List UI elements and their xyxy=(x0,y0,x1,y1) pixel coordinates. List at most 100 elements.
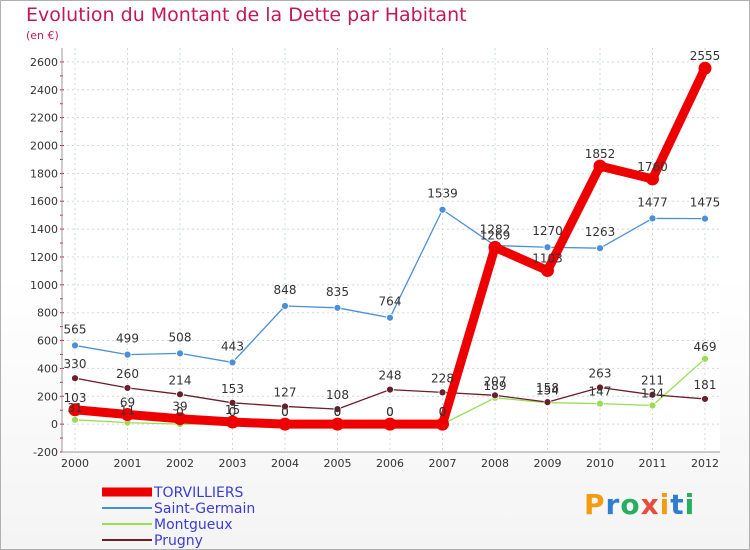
plot-area xyxy=(62,48,720,452)
y-tick-label: 2200 xyxy=(30,112,58,125)
data-label-prugny: 260 xyxy=(116,367,139,381)
data-label-saint-germain: 1270 xyxy=(532,224,563,238)
data-label-torvilliers: 1269 xyxy=(480,228,511,242)
data-point-torvilliers xyxy=(593,159,607,173)
legend-label: Saint-Germain xyxy=(154,501,255,517)
data-label-montgueux: 31 xyxy=(67,401,82,415)
data-label-prugny: 108 xyxy=(326,388,349,402)
axis-layer: -200020040060080010001200140016001800200… xyxy=(30,48,720,470)
data-point-torvilliers xyxy=(698,61,712,75)
data-point-prugny xyxy=(491,391,499,400)
data-label-prugny: 207 xyxy=(484,374,507,388)
data-label-saint-germain: 848 xyxy=(274,283,297,297)
data-point-prugny xyxy=(228,398,237,407)
data-label-prugny: 127 xyxy=(274,385,297,399)
data-label-prugny: 214 xyxy=(169,373,192,387)
data-point-saint-germain xyxy=(176,349,184,358)
x-tick-label: 2005 xyxy=(324,457,352,470)
chart-subtitle: (en €) xyxy=(26,29,59,42)
data-point-torvilliers xyxy=(173,412,187,426)
y-tick-label: 400 xyxy=(37,362,58,375)
data-point-prugny xyxy=(596,383,604,392)
data-label-torvilliers: 0 xyxy=(334,405,342,419)
data-point-prugny xyxy=(386,385,394,394)
y-tick-label: 800 xyxy=(37,307,58,320)
data-label-montgueux: 147 xyxy=(589,385,612,399)
data-point-torvilliers xyxy=(646,172,659,186)
x-tick-label: 2009 xyxy=(534,457,562,470)
data-point-prugny xyxy=(71,374,79,383)
data-point-saint-germain xyxy=(438,205,447,214)
data-point-torvilliers xyxy=(121,408,134,422)
data-label-torvilliers: 0 xyxy=(439,405,447,419)
data-label-torvilliers: 0 xyxy=(281,405,289,419)
data-label-torvilliers: 1760 xyxy=(637,160,668,174)
data-label-montgueux: 134 xyxy=(641,386,664,400)
y-tick-label: 600 xyxy=(37,335,58,348)
data-label-prugny: 158 xyxy=(536,381,559,395)
data-label-saint-germain: 499 xyxy=(116,332,139,346)
data-point-montgueux xyxy=(648,401,657,410)
logo-letter: x xyxy=(640,488,660,521)
data-label-prugny: 211 xyxy=(641,374,664,388)
data-point-montgueux xyxy=(71,415,79,424)
data-label-prugny: 330 xyxy=(64,357,87,371)
data-label-saint-germain: 565 xyxy=(64,322,87,336)
chart-title: Evolution du Montant de la Dette par Hab… xyxy=(26,4,467,26)
data-label-saint-germain: 443 xyxy=(221,339,244,353)
data-label-torvilliers: 1103 xyxy=(532,251,563,265)
data-label-torvilliers: 15 xyxy=(225,403,240,417)
data-label-saint-germain: 1475 xyxy=(690,196,721,210)
y-tick-label: 2400 xyxy=(30,84,58,97)
series-layer xyxy=(68,61,712,431)
data-point-torvilliers xyxy=(68,403,82,417)
data-point-saint-germain xyxy=(648,214,657,223)
data-label-prugny: 248 xyxy=(379,369,402,383)
y-tick-label: 1800 xyxy=(30,167,58,180)
data-point-saint-germain xyxy=(596,244,604,253)
data-point-saint-germain xyxy=(123,350,132,359)
data-label-prugny: 181 xyxy=(694,378,717,392)
x-tick-label: 2011 xyxy=(639,457,667,470)
data-label-torvilliers: 0 xyxy=(386,405,394,419)
data-label-saint-germain: 1477 xyxy=(637,195,668,209)
data-label-montgueux: 0 xyxy=(176,405,184,419)
y-tick-label: 1000 xyxy=(30,279,58,292)
data-point-prugny xyxy=(333,405,342,413)
data-point-torvilliers xyxy=(331,417,344,431)
data-label-saint-germain: 1539 xyxy=(427,187,458,201)
series-torvilliers xyxy=(68,61,712,431)
y-tick-label: 1200 xyxy=(30,251,58,264)
data-label-montgueux: 0 xyxy=(229,405,237,419)
logo-letter: i xyxy=(684,488,696,521)
data-label-torvilliers: 1852 xyxy=(585,147,616,161)
data-label-prugny: 228 xyxy=(431,371,454,385)
x-tick-label: 2003 xyxy=(219,457,247,470)
x-tick-label: 2010 xyxy=(586,457,614,470)
series-prugny xyxy=(71,374,709,413)
data-label-saint-germain: 835 xyxy=(326,285,349,299)
data-label-torvilliers: 69 xyxy=(120,396,135,410)
data-label-montgueux: 0 xyxy=(439,405,447,419)
data-label-montgueux: 469 xyxy=(694,340,717,354)
x-tick-label: 2000 xyxy=(61,457,89,470)
legend-item-prugny: Prugny xyxy=(102,533,203,549)
data-label-saint-germain: 764 xyxy=(379,295,402,309)
data-point-prugny xyxy=(543,398,552,407)
legend-item-saint-germain: Saint-Germain xyxy=(102,501,255,517)
legend-item-torvilliers: TORVILLIERS xyxy=(102,485,244,501)
x-tick-label: 2006 xyxy=(376,457,404,470)
data-label-saint-germain: 1282 xyxy=(480,223,511,237)
y-tick-label: 0 xyxy=(51,418,58,431)
data-point-prugny xyxy=(648,390,657,399)
data-label-saint-germain: 1263 xyxy=(585,225,616,239)
data-point-torvilliers xyxy=(226,415,239,429)
data-label-montgueux: 11 xyxy=(120,404,135,418)
data-point-saint-germain xyxy=(701,214,709,223)
logo-letter: t xyxy=(670,488,685,521)
y-tick-label: 1400 xyxy=(30,223,58,236)
data-point-torvilliers xyxy=(488,240,502,254)
